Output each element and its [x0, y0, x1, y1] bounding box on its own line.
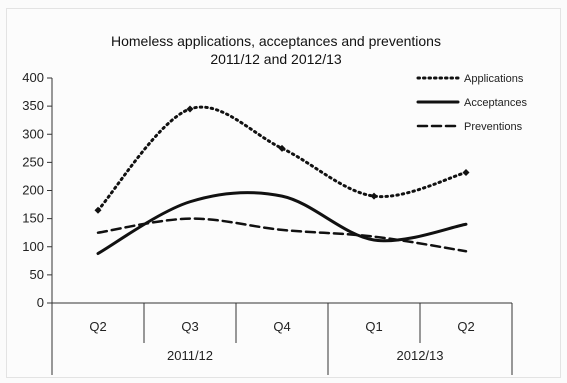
x-group-label: 2011/12: [167, 348, 213, 363]
data-point-applications: [186, 105, 194, 113]
y-tick-label: 200: [22, 183, 44, 198]
data-point-applications: [94, 206, 102, 214]
data-point-applications: [462, 169, 470, 176]
chart-subtitle: 2011/12 and 2012/13: [210, 51, 342, 67]
chart-frame: [6, 8, 561, 378]
y-tick-label: 100: [22, 239, 44, 254]
data-point-applications: [278, 144, 286, 152]
legend-label-acceptances: Acceptances: [464, 97, 527, 109]
legend-label-applications: Applications: [464, 73, 524, 85]
series-line-preventions: [96, 217, 468, 253]
y-tick-label: 300: [22, 126, 44, 141]
y-tick-label: 0: [37, 295, 44, 310]
data-point-applications: [370, 192, 378, 200]
y-tick-label: 350: [22, 98, 44, 113]
y-tick-label: 250: [22, 154, 44, 169]
legend-label-preventions: Preventions: [464, 121, 523, 133]
y-tick-label: 150: [22, 211, 44, 226]
chart-title: Homeless applications, acceptances and p…: [111, 33, 441, 49]
x-tick-label: Q2: [457, 319, 474, 334]
x-group-label: 2012/13: [397, 348, 444, 363]
chart-axes: 0 50 100 150 200 250 300 350 400 Q2 Q3 Q4 Q1 Q2 2011/1…: [22, 70, 513, 375]
x-tick-label: Q1: [365, 319, 382, 334]
x-tick-label: Q3: [181, 319, 198, 334]
y-tick-label: 50: [30, 267, 44, 282]
x-tick-label: Q4: [273, 319, 290, 334]
x-tick-label: Q2: [89, 319, 106, 334]
series-layer: [94, 105, 470, 255]
legend: Applications Acceptances Preventions: [416, 73, 527, 133]
series-line-acceptances: [96, 191, 468, 255]
y-tick-label: 400: [22, 70, 44, 85]
